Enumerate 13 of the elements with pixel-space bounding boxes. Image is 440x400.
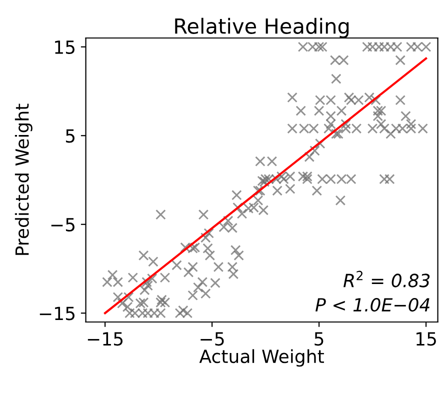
y-tick-label: 15 [55,40,74,54]
x-tick-label: −5 [200,332,224,346]
chart-title: Relative Heading [175,18,349,38]
x-axis-title: Actual Weight [199,349,324,367]
annotation: R$^{2}$ = 0.83 [343,270,430,288]
x-tick-label: 5 [314,332,324,346]
x-tick-label: −15 [88,332,123,346]
annotation: P < 1.0E−04 [316,298,430,312]
y-tick-label: 5 [66,129,74,143]
y-axis-title: Predicted Weight [14,104,32,255]
x-tick-label: 15 [416,332,436,346]
y-tick-label: −15 [40,306,74,320]
y-tick-label: −5 [51,218,74,232]
